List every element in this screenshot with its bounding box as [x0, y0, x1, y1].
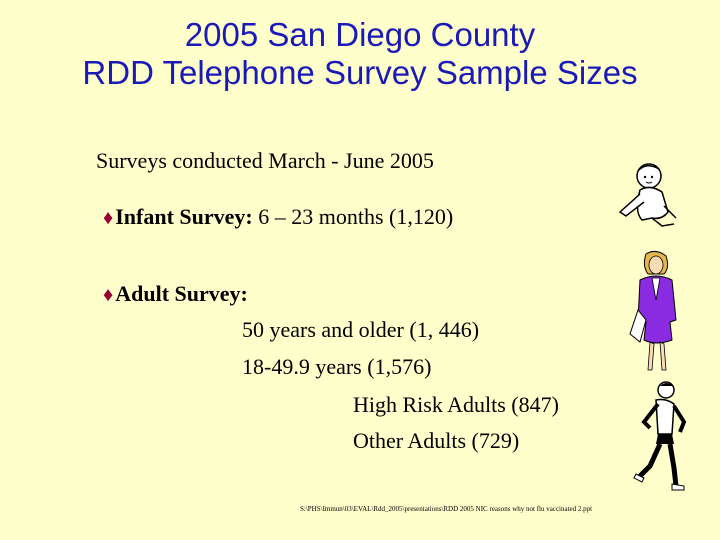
adult-older-count: 50 years and older (1, 446): [242, 317, 480, 342]
infant-survey-detail: 6 – 23 months (1,120): [252, 204, 454, 229]
other-adults-count: Other Adults (729): [353, 428, 520, 453]
high-risk-count: High Risk Adults (847): [353, 392, 559, 417]
adult-survey-line: ♦Adult Survey:: [103, 281, 248, 308]
adult-younger-count: 18-49.9 years (1,576): [242, 354, 432, 379]
runner-clipart: [633, 381, 687, 491]
file-path-footer: S:\PHS\Immun\03\EVAL\Rdd_2005\presentati…: [300, 505, 593, 513]
survey-dates: Surveys conducted March - June 2005: [96, 148, 434, 173]
slide-title: 2005 San Diego County RDD Telephone Surv…: [0, 16, 720, 92]
baby-clipart: [618, 163, 677, 227]
infant-survey-label: Infant Survey:: [115, 204, 253, 229]
diamond-bullet-icon: ♦: [103, 284, 114, 306]
adult-survey-label: Adult Survey:: [115, 281, 248, 306]
infant-survey-line: ♦Infant Survey: 6 – 23 months (1,120): [103, 204, 453, 231]
diamond-bullet-icon: ♦: [103, 207, 114, 229]
businesswoman-clipart: [629, 250, 677, 371]
title-line-1: 2005 San Diego County: [184, 16, 536, 53]
title-line-2: RDD Telephone Survey Sample Sizes: [82, 54, 638, 91]
